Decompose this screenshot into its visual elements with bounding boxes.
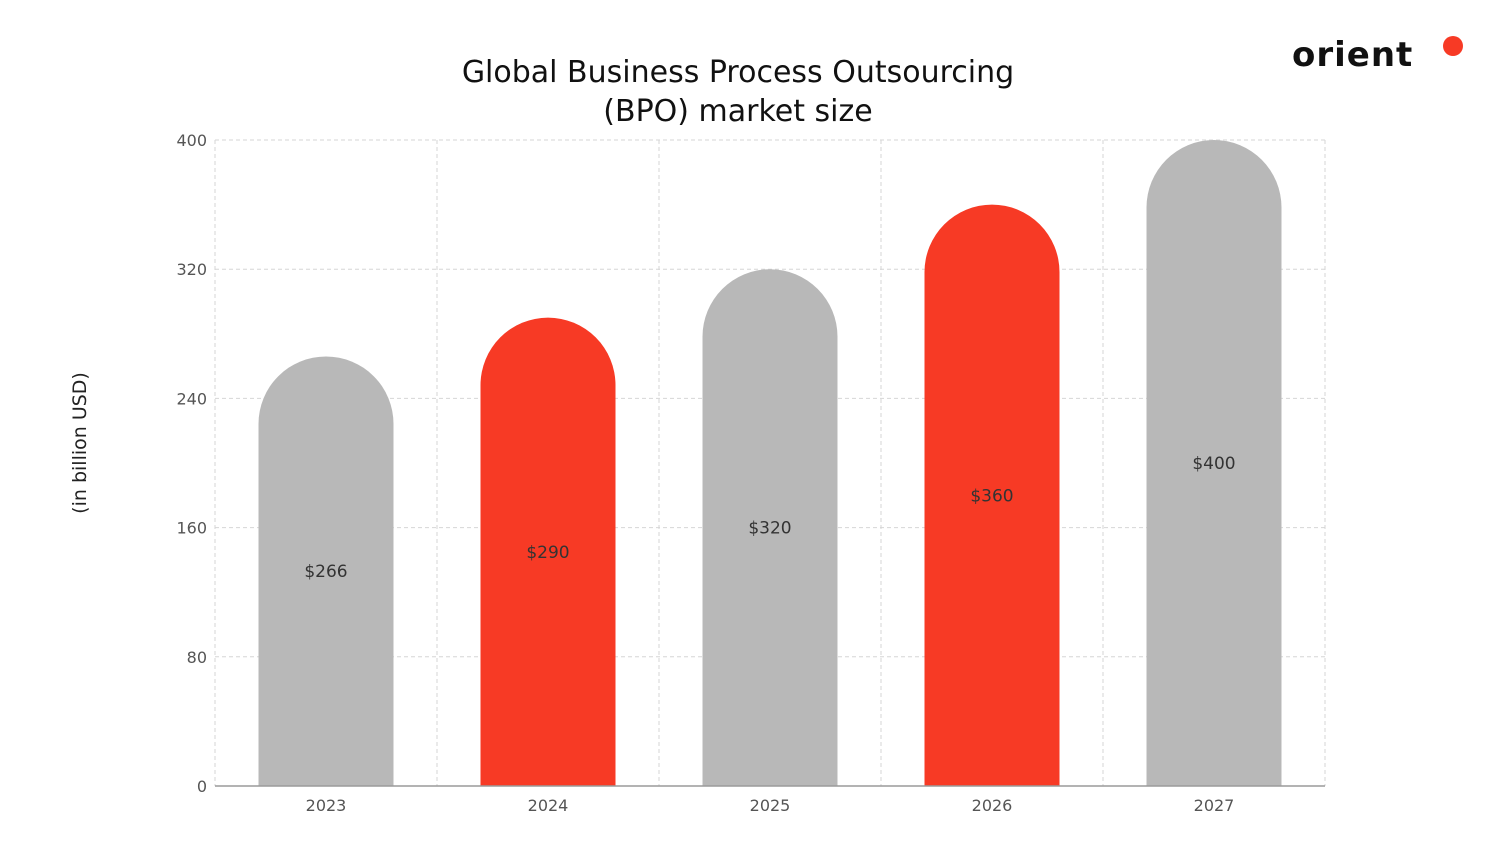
y-tick-240: 240 (176, 389, 207, 408)
grid (214, 139, 1326, 786)
y-tick-160: 160 (176, 519, 207, 538)
data-label-2025: $320 (748, 519, 791, 539)
data-label-2026: $360 (970, 486, 1013, 506)
y-axis-label: (in billion USD) (69, 372, 91, 514)
x-tick-2025: 2025 (750, 796, 791, 815)
orient-logo: orient (1292, 35, 1463, 75)
x-tick-2027: 2027 (1194, 796, 1235, 815)
bar-2026 (924, 204, 1060, 787)
bar-2025 (702, 269, 838, 786)
chart-title-line-1: Global Business Process Outsourcing (462, 55, 1014, 90)
y-axis-ticks: 0 80 160 240 320 400 (176, 131, 207, 796)
data-label-2023: $266 (304, 562, 347, 582)
data-label-2024: $290 (526, 543, 569, 563)
bar-2024 (480, 317, 616, 786)
y-tick-0: 0 (197, 777, 207, 796)
data-labels: $266 $290 $320 $360 $400 (304, 454, 1235, 582)
bar-2023 (258, 356, 394, 786)
x-tick-2026: 2026 (972, 796, 1013, 815)
x-axis-ticks: 2023 2024 2025 2026 2027 (306, 796, 1235, 815)
y-tick-320: 320 (176, 260, 207, 279)
x-tick-2024: 2024 (528, 796, 569, 815)
y-tick-400: 400 (176, 131, 207, 150)
bars (258, 140, 1282, 787)
logo-dot-icon (1443, 36, 1463, 56)
y-tick-80: 80 (187, 648, 207, 667)
x-tick-2023: 2023 (306, 796, 347, 815)
logo-text: orient (1292, 35, 1413, 75)
bar-2027 (1146, 140, 1282, 786)
data-label-2027: $400 (1192, 454, 1235, 474)
chart-title-line-2: (BPO) market size (603, 94, 872, 129)
